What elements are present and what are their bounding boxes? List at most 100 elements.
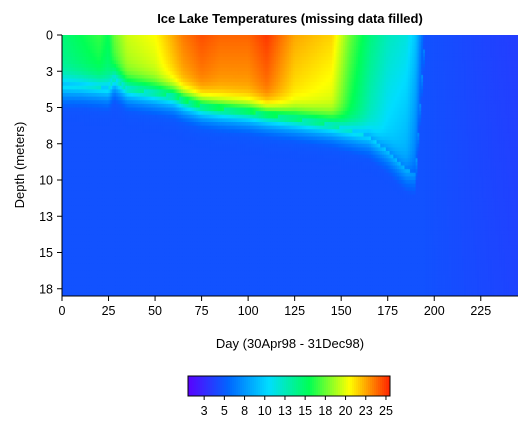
heatmap-cell	[115, 234, 119, 239]
heatmap-cell	[91, 107, 95, 112]
heatmap-cell	[108, 227, 111, 232]
heatmap-cell	[99, 216, 102, 221]
heatmap-cell	[86, 183, 89, 188]
heatmap-cell	[82, 111, 85, 116]
heatmap-cell	[80, 78, 84, 83]
heatmap-cell	[65, 292, 69, 296]
heatmap-cell	[73, 216, 76, 221]
heatmap-cell	[112, 270, 115, 275]
heatmap-cell	[121, 154, 125, 159]
heatmap-cell	[117, 85, 121, 90]
heatmap-cell	[129, 281, 132, 286]
heatmap-cell	[112, 263, 115, 268]
heatmap-cell	[89, 209, 93, 214]
heatmap-cell	[88, 252, 91, 257]
heatmap-cell	[76, 245, 80, 250]
heatmap-cell	[117, 111, 121, 116]
heatmap-cell	[78, 103, 82, 109]
heatmap-cell	[102, 169, 106, 174]
heatmap-cell	[121, 169, 125, 174]
heatmap-cell	[117, 183, 121, 188]
heatmap-cell	[117, 158, 121, 163]
heatmap-cell	[69, 241, 72, 246]
heatmap-cell	[89, 227, 93, 232]
heatmap-cell	[129, 35, 132, 40]
heatmap-cell	[114, 183, 117, 188]
heatmap-cell	[62, 42, 65, 47]
heatmap-cell	[95, 100, 98, 105]
heatmap-cell	[69, 103, 72, 109]
heatmap-cell	[106, 89, 110, 94]
heatmap-cell	[97, 136, 100, 141]
heatmap-cell	[78, 64, 82, 69]
heatmap-cell	[95, 60, 98, 65]
heatmap-cell	[99, 248, 102, 254]
heatmap-cell	[63, 35, 67, 40]
heatmap-cell	[88, 161, 91, 167]
heatmap-cell	[73, 201, 76, 206]
heatmap-cell	[97, 172, 100, 177]
heatmap-cell	[121, 252, 125, 257]
heatmap-cell	[123, 38, 126, 43]
heatmap-cell	[104, 183, 108, 188]
heatmap-cell	[101, 125, 104, 130]
heatmap-cell	[65, 259, 69, 264]
heatmap-cell	[108, 259, 111, 264]
heatmap-cell	[75, 38, 78, 43]
heatmap-cell	[75, 227, 78, 232]
heatmap-cell	[119, 122, 123, 127]
heatmap-cell	[62, 216, 65, 221]
heatmap-cell	[91, 74, 95, 80]
heatmap-cell	[84, 281, 87, 286]
heatmap-cell	[73, 292, 76, 296]
heatmap-cell	[129, 230, 132, 235]
heatmap-cell	[121, 118, 125, 123]
heatmap-cell	[80, 248, 84, 254]
heatmap-cell	[63, 107, 67, 112]
heatmap-cell	[82, 234, 85, 239]
heatmap-cell	[110, 219, 113, 225]
heatmap-cell	[104, 100, 108, 105]
heatmap-cell	[110, 270, 113, 275]
heatmap-cell	[125, 230, 128, 235]
heatmap-cell	[99, 277, 102, 283]
heatmap-cell	[117, 64, 121, 69]
heatmap-cell	[82, 252, 85, 257]
heatmap-cell	[93, 74, 97, 80]
heatmap-cell	[130, 190, 134, 196]
heatmap-cell	[106, 125, 110, 130]
heatmap-cell	[71, 194, 74, 199]
heatmap-cell	[114, 42, 117, 47]
heatmap-cell	[71, 132, 74, 138]
heatmap-cell	[99, 35, 102, 40]
heatmap-cell	[95, 212, 98, 217]
heatmap-cell	[117, 161, 121, 167]
heatmap-cell	[82, 154, 85, 159]
heatmap-cell	[119, 245, 123, 250]
heatmap-cell	[76, 49, 80, 54]
heatmap-cell	[104, 227, 108, 232]
heatmap-cell	[119, 274, 123, 279]
heatmap-cell	[73, 190, 76, 196]
heatmap-cell	[101, 270, 104, 275]
heatmap-cell	[82, 96, 85, 101]
heatmap-cell	[112, 64, 115, 69]
heatmap-cell	[69, 285, 72, 290]
heatmap-cell	[130, 49, 134, 54]
heatmap-cell	[62, 132, 65, 138]
heatmap-cell	[99, 274, 102, 279]
heatmap-cell	[101, 194, 104, 199]
heatmap-cell	[73, 100, 76, 105]
heatmap-cell	[91, 209, 95, 214]
heatmap-cell	[104, 89, 108, 94]
heatmap-cell	[101, 216, 104, 221]
heatmap-cell	[112, 82, 115, 87]
heatmap-cell	[97, 274, 100, 279]
heatmap-cell	[129, 53, 132, 58]
heatmap-cell	[67, 114, 71, 119]
heatmap-cell	[82, 89, 85, 94]
heatmap-cell	[69, 93, 72, 98]
heatmap-cell	[86, 122, 89, 127]
heatmap-cell	[106, 71, 110, 76]
heatmap-cell	[97, 212, 100, 217]
